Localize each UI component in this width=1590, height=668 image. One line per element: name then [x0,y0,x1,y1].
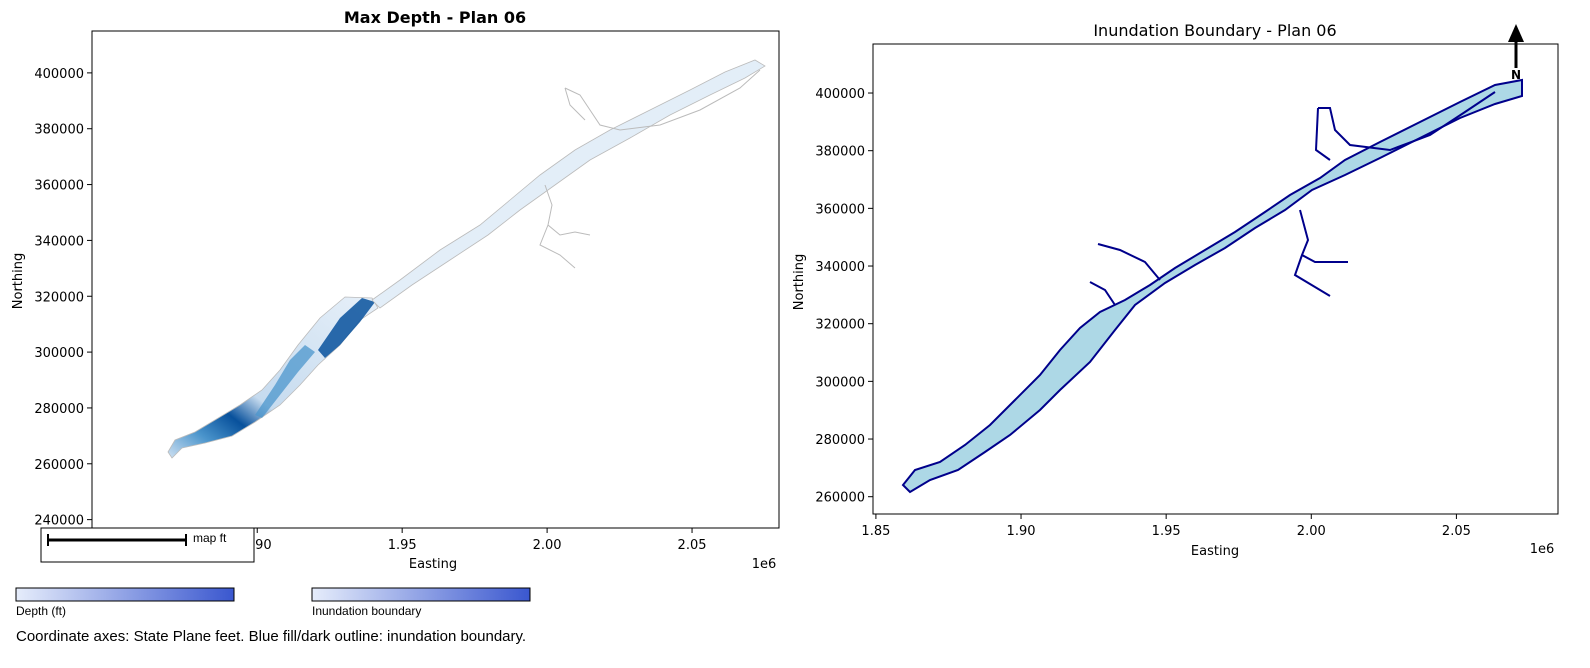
left-y-tick-label: 300000 [34,346,84,361]
right-y-ticks: 260000 280000 300000 320000 340000 360000 3800… [815,87,873,506]
scalebar: map ft [40,527,255,563]
right-x-offset-label: 1e6 [1530,542,1555,557]
upper-reach-outline [1314,91,1496,161]
left-ylabel: Northing [11,253,26,309]
left-x-tick-label: 2.00 [533,538,562,553]
inundation-polygon [901,78,1523,494]
left-y-tick-label: 280000 [34,402,84,417]
tributary-outline [1293,209,1348,297]
right-x-tick-label: 1.90 [1007,524,1036,539]
depth-river-polygon [167,296,379,459]
right-y-tick-label: 380000 [815,145,865,160]
left-x-tick-label: 1.95 [388,538,417,553]
north-arrow-head [1508,24,1524,42]
right-x-tick-label: 2.05 [1442,524,1471,539]
left-y-tick-label: 360000 [34,179,84,194]
right-x-ticks: 1.85 1.90 1.95 2.00 2.05 [861,514,1471,539]
depth-river-layer [167,59,766,459]
right-y-tick-label: 400000 [815,87,865,102]
right-y-tick-label: 280000 [815,433,865,448]
scalebar-box [40,527,255,563]
inundation-map: Inundation Boundary - Plan 06 Easting No… [792,21,1559,559]
left-xlabel: Easting [409,557,457,572]
left-y-tick-label: 320000 [34,290,84,305]
tributary-line [539,184,591,269]
right-y-tick-label: 340000 [815,260,865,275]
left-x-tick-label: 2.05 [678,538,707,553]
left-y-tick-label: 380000 [34,123,84,138]
right-y-tick-label: 320000 [815,318,865,333]
legend: Depth (ft) Inundation boundary [15,587,531,618]
inundation-legend-bar [311,587,531,602]
right-x-tick-label: 2.00 [1297,524,1326,539]
deep-channel [318,298,375,358]
right-map-title: Inundation Boundary - Plan 06 [1093,21,1336,40]
north-arrow: N [1508,24,1524,82]
left-y-tick-label: 240000 [34,514,84,529]
right-ylabel: Northing [792,254,807,310]
right-x-tick-label: 1.85 [861,524,890,539]
left-map-title: Max Depth - Plan 06 [344,8,526,27]
upper-river-polygon [371,59,766,309]
mid-channel [255,345,315,418]
upper-oxbow-line [564,69,761,131]
right-y-tick-label: 360000 [815,202,865,217]
inundation-legend-label: Inundation boundary [312,604,421,618]
left-y-ticks: 240000 260000 280000 300000 320000 340000 3600… [34,67,92,529]
left-x-ticks: 1.90 1.95 2.00 2.05 [243,528,707,553]
right-y-tick-label: 260000 [815,491,865,506]
scalebar-label: map ft [193,531,227,545]
depth-legend-bar [15,587,235,602]
left-x-offset-label: 1e6 [752,557,777,572]
right-x-tick-label: 1.95 [1152,524,1181,539]
left-y-tick-label: 340000 [34,234,84,249]
side-channel-outline [1089,243,1161,306]
footnote: Coordinate axes: State Plane feet. Blue … [16,628,526,645]
right-xlabel: Easting [1191,544,1239,559]
right-y-tick-label: 300000 [815,375,865,390]
north-label: N [1511,68,1521,82]
max-depth-map: Max Depth - Plan 06 Easting Northing 1e6… [11,8,780,572]
left-y-tick-label: 400000 [34,67,84,82]
depth-legend-label: Depth (ft) [16,604,66,618]
left-y-tick-label: 260000 [34,458,84,473]
inundation-layer [901,78,1523,494]
